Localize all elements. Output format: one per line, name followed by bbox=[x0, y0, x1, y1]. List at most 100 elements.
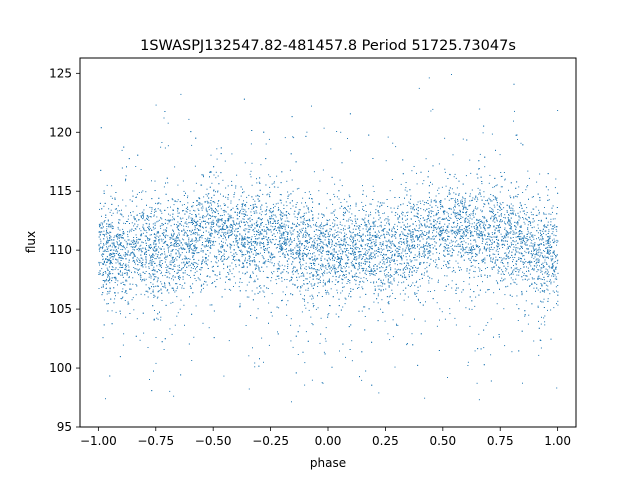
data-point bbox=[439, 231, 441, 233]
data-point bbox=[145, 260, 147, 262]
data-point bbox=[238, 249, 240, 251]
data-point bbox=[282, 248, 284, 250]
data-point bbox=[119, 229, 121, 231]
data-point bbox=[547, 251, 548, 253]
data-point bbox=[471, 308, 473, 310]
data-point bbox=[335, 232, 337, 233]
data-point bbox=[318, 292, 320, 294]
data-point bbox=[341, 290, 343, 292]
data-point bbox=[243, 245, 245, 247]
data-point bbox=[145, 284, 147, 286]
data-point bbox=[123, 263, 124, 265]
data-point bbox=[290, 234, 292, 236]
data-point bbox=[387, 279, 389, 281]
data-point bbox=[484, 259, 486, 261]
data-point bbox=[156, 265, 158, 267]
data-point bbox=[382, 213, 384, 214]
data-point bbox=[401, 257, 403, 258]
data-point bbox=[450, 239, 452, 241]
data-point bbox=[416, 292, 418, 294]
data-point bbox=[483, 196, 485, 198]
data-point bbox=[225, 281, 226, 283]
data-point bbox=[314, 246, 316, 248]
data-point bbox=[508, 206, 510, 208]
data-point bbox=[172, 236, 174, 238]
data-point bbox=[160, 203, 162, 205]
data-point bbox=[405, 219, 407, 221]
data-point bbox=[315, 275, 317, 277]
data-point bbox=[533, 258, 535, 260]
data-point bbox=[537, 252, 539, 254]
data-point bbox=[271, 277, 273, 279]
data-point bbox=[184, 234, 185, 236]
data-point bbox=[370, 257, 372, 259]
data-point bbox=[213, 190, 215, 192]
data-point bbox=[303, 275, 305, 277]
data-point bbox=[360, 254, 362, 256]
data-point bbox=[451, 280, 453, 282]
data-point bbox=[228, 340, 230, 342]
data-point bbox=[129, 242, 131, 244]
data-point bbox=[247, 237, 249, 239]
data-point bbox=[351, 260, 353, 262]
data-point bbox=[132, 277, 134, 279]
data-point bbox=[477, 275, 479, 277]
data-point bbox=[199, 279, 201, 281]
data-point bbox=[266, 232, 268, 234]
data-point bbox=[494, 260, 496, 262]
data-point bbox=[368, 219, 370, 221]
data-point bbox=[468, 283, 470, 285]
data-point bbox=[151, 210, 153, 212]
data-point bbox=[406, 190, 408, 192]
data-point bbox=[223, 222, 225, 223]
data-point bbox=[133, 309, 135, 311]
data-point bbox=[457, 212, 459, 214]
data-point bbox=[110, 262, 112, 264]
data-point bbox=[235, 282, 236, 284]
data-point bbox=[133, 225, 135, 227]
data-point bbox=[515, 263, 517, 265]
data-point bbox=[344, 297, 346, 299]
data-point bbox=[217, 265, 219, 267]
data-point bbox=[503, 237, 505, 239]
data-point bbox=[129, 199, 131, 201]
data-point bbox=[539, 256, 541, 258]
data-point bbox=[483, 191, 485, 193]
data-point bbox=[489, 239, 491, 241]
data-point bbox=[507, 285, 509, 287]
data-point bbox=[456, 220, 458, 222]
data-point bbox=[486, 238, 488, 240]
data-point bbox=[321, 241, 322, 243]
data-point bbox=[375, 209, 377, 211]
data-point bbox=[105, 258, 106, 260]
data-point bbox=[426, 238, 428, 240]
data-point bbox=[447, 219, 448, 221]
data-point bbox=[263, 237, 265, 239]
data-point bbox=[331, 242, 333, 244]
data-point bbox=[385, 288, 387, 290]
data-point bbox=[267, 251, 269, 253]
data-point bbox=[261, 337, 263, 339]
data-point bbox=[195, 238, 197, 240]
data-point bbox=[315, 223, 317, 225]
data-point bbox=[550, 260, 552, 262]
data-point bbox=[378, 251, 380, 252]
data-point bbox=[132, 211, 134, 213]
data-point bbox=[259, 225, 260, 227]
data-point bbox=[244, 230, 246, 232]
data-point bbox=[202, 259, 204, 261]
data-point bbox=[233, 222, 235, 224]
data-point bbox=[214, 211, 215, 213]
data-point bbox=[317, 286, 319, 287]
data-point bbox=[180, 93, 182, 95]
data-point bbox=[496, 200, 498, 202]
data-point bbox=[314, 257, 316, 259]
data-point bbox=[412, 267, 414, 269]
data-point bbox=[382, 282, 384, 284]
data-point bbox=[482, 252, 483, 254]
data-point bbox=[176, 288, 178, 289]
data-point bbox=[547, 309, 548, 311]
data-point bbox=[475, 225, 477, 227]
data-point bbox=[431, 278, 433, 280]
data-point bbox=[455, 216, 457, 218]
